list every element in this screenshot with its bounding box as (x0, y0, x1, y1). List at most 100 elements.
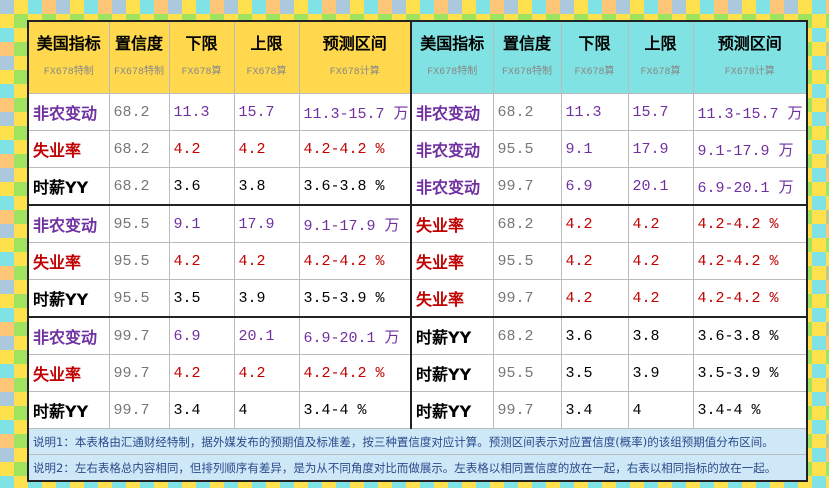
value-cell: 9.1-17.9 万 (298, 204, 412, 243)
indicator-cell: 非农变动 (27, 204, 110, 243)
value-cell: 4 (233, 391, 300, 429)
value-cell: 3.6 (560, 316, 629, 355)
header-title: 置信度 (502, 34, 551, 53)
data-row: 时薪YY 95.5 3.5 3.9 3.5-3.9 % 失业率 99.7 4.2 4.2 4.2-… (27, 279, 808, 318)
header-sub: FX678特制 (427, 67, 478, 78)
header-title: 美国指标 (36, 34, 101, 53)
value-cell: 3.6 (168, 167, 235, 206)
value-cell: 11.3 (168, 93, 235, 131)
value-cell: 9.1 (560, 130, 629, 168)
note-row: 说明1：本表格由汇通财经特制，据外媒发布的预期值及标准差，按三种置信度对应计算。… (27, 428, 808, 455)
value-cell: 6.9 (560, 167, 629, 206)
header-cell: 预测区间 FX678计算 (298, 20, 412, 94)
value-cell: 4.2-4.2 % (692, 279, 808, 318)
indicator-cell: 时薪YY (410, 354, 494, 392)
data-row: 失业率 99.7 4.2 4.2 4.2-4.2 % 时薪YY 95.5 3.5 3.9 3.5-… (27, 354, 808, 392)
header-title: 美国指标 (420, 34, 485, 53)
indicator-cell: 失业率 (410, 204, 494, 243)
value-cell: 17.9 (233, 204, 300, 243)
value-cell: 3.5-3.9 % (298, 279, 412, 318)
value-cell: 4.2 (627, 279, 694, 318)
value-cell: 95.5 (492, 242, 562, 280)
header-row: 美国指标 FX678特制 置信度 FX678特制 下限 FX678算 上限 FX678算 预测区… (27, 20, 808, 94)
value-cell: 3.9 (627, 354, 694, 392)
value-cell: 4.2 (168, 242, 235, 280)
value-cell: 3.4 (560, 391, 629, 429)
data-row: 时薪YY 99.7 3.4 4 3.4-4 % 时薪YY 99.7 3.4 4 3.4-4 % (27, 391, 808, 429)
value-cell: 3.6-3.8 % (298, 167, 412, 206)
data-row: 失业率 95.5 4.2 4.2 4.2-4.2 % 失业率 95.5 4.2 4.2 4.2-4… (27, 242, 808, 280)
value-cell: 11.3 (560, 93, 629, 131)
header-title: 下限 (578, 34, 611, 53)
header-sub: FX678算 (574, 67, 615, 78)
value-cell: 99.7 (108, 316, 170, 355)
value-cell: 4.2-4.2 % (298, 242, 412, 280)
header-sub: FX678算 (640, 67, 681, 78)
value-cell: 3.4 (168, 391, 235, 429)
indicator-cell: 失业率 (410, 242, 494, 280)
value-cell: 68.2 (492, 204, 562, 243)
header-sub: FX678特制 (43, 67, 94, 78)
forecast-table: 美国指标 FX678特制 置信度 FX678特制 下限 FX678算 上限 FX678算 预测区… (27, 20, 808, 482)
header-sub: FX678算 (246, 67, 287, 78)
indicator-cell: 失业率 (27, 242, 110, 280)
value-cell: 68.2 (492, 93, 562, 131)
note: 说明1：本表格由汇通财经特制，据外媒发布的预期值及标准差，按三种置信度对应计算。… (27, 428, 808, 455)
value-cell: 4.2 (233, 130, 300, 168)
value-cell: 3.5-3.9 % (692, 354, 808, 392)
value-cell: 9.1 (168, 204, 235, 243)
value-cell: 3.9 (233, 279, 300, 318)
value-cell: 3.4-4 % (692, 391, 808, 429)
header-sub: FX678计算 (724, 67, 775, 78)
indicator-cell: 非农变动 (410, 130, 494, 168)
header-sub: FX678计算 (329, 67, 380, 78)
header-cell: 置信度 FX678特制 (492, 20, 562, 94)
value-cell: 99.7 (492, 167, 562, 206)
value-cell: 3.8 (233, 167, 300, 206)
value-cell: 3.8 (627, 316, 694, 355)
header-cell: 下限 FX678算 (560, 20, 629, 94)
value-cell: 15.7 (627, 93, 694, 131)
value-cell: 4.2-4.2 % (298, 354, 412, 392)
value-cell: 4.2-4.2 % (692, 204, 808, 243)
value-cell: 3.6-3.8 % (692, 316, 808, 355)
header-title: 预测区间 (717, 34, 782, 53)
indicator-cell: 时薪YY (27, 167, 110, 206)
table-body: 美国指标 FX678特制 置信度 FX678特制 下限 FX678算 上限 FX678算 预测区… (27, 20, 808, 482)
value-cell: 68.2 (108, 93, 170, 131)
value-cell: 4.2-4.2 % (692, 242, 808, 280)
value-cell: 4.2 (560, 204, 629, 243)
header-sub: FX678特制 (113, 67, 164, 78)
header-cell: 上限 FX678算 (627, 20, 694, 94)
header-title: 置信度 (114, 34, 163, 53)
value-cell: 95.5 (108, 242, 170, 280)
header-cell: 下限 FX678算 (168, 20, 235, 94)
header-sub: FX678算 (181, 67, 222, 78)
value-cell: 11.3-15.7 万 (298, 93, 412, 131)
data-row: 非农变动 99.7 6.9 20.1 6.9-20.1 万时薪YY 68.2 3.6 3.8 3… (27, 316, 808, 355)
value-cell: 99.7 (108, 354, 170, 392)
header-sub: FX678特制 (501, 67, 552, 78)
value-cell: 4.2 (233, 242, 300, 280)
indicator-cell: 非农变动 (27, 93, 110, 131)
value-cell: 99.7 (492, 391, 562, 429)
data-row: 失业率 68.2 4.2 4.2 4.2-4.2 % 非农变动 95.5 9.1 17.9 9.1… (27, 130, 808, 168)
value-cell: 17.9 (627, 130, 694, 168)
indicator-cell: 时薪YY (27, 391, 110, 429)
value-cell: 6.9-20.1 万 (692, 167, 808, 206)
value-cell: 9.1-17.9 万 (692, 130, 808, 168)
header-title: 上限 (250, 34, 283, 53)
value-cell: 4.2 (168, 130, 235, 168)
value-cell: 3.5 (560, 354, 629, 392)
value-cell: 4.2 (560, 279, 629, 318)
data-row: 非农变动 68.2 11.3 15.7 11.3-15.7 万非农变动 68.2 11.3 1… (27, 93, 808, 131)
indicator-cell: 非农变动 (27, 316, 110, 355)
note-row: 说明2：左右表格总内容相同，但排列顺序有差异，是为从不同角度对比而做展示。左表格… (27, 454, 808, 482)
value-cell: 6.9-20.1 万 (298, 316, 412, 355)
value-cell: 68.2 (108, 130, 170, 168)
indicator-cell: 失业率 (27, 130, 110, 168)
indicator-cell: 时薪YY (410, 316, 494, 355)
header-cell: 置信度 FX678特制 (108, 20, 170, 94)
value-cell: 20.1 (627, 167, 694, 206)
header-cell: 美国指标 FX678特制 (410, 20, 494, 94)
